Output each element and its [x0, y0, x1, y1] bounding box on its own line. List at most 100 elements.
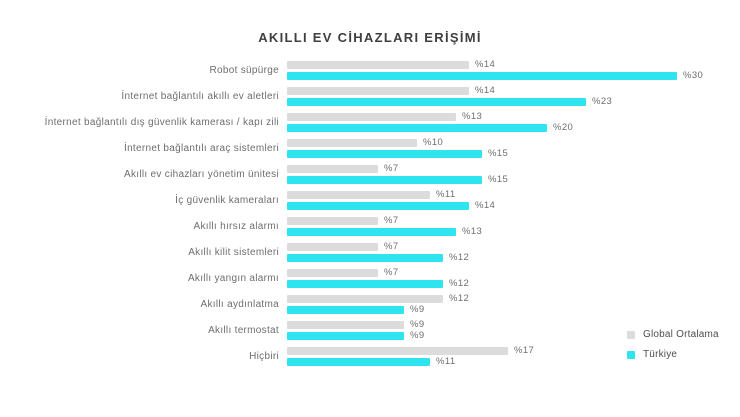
- bar-turkiye: [287, 149, 482, 158]
- category-row: İnternet bağlantılı dış güvenlik kameras…: [0, 109, 740, 135]
- bar-global-ortalama: [287, 346, 508, 355]
- value-label: %12: [449, 293, 470, 304]
- category-label: İnternet bağlantılı araç sistemleri: [123, 142, 279, 154]
- bar-global-ortalama: [287, 86, 469, 95]
- bar-line: %17: [287, 345, 535, 356]
- value-label: %9: [410, 330, 425, 341]
- category-bars: %13 %20: [287, 111, 573, 133]
- value-label: %12: [449, 278, 470, 289]
- value-label: %7: [384, 241, 399, 252]
- bar-line: %12: [287, 293, 470, 304]
- bar-turkiye: [287, 201, 469, 210]
- value-label: %7: [384, 215, 399, 226]
- value-label: %7: [384, 267, 399, 278]
- category-bars: %7 %13: [287, 215, 482, 237]
- bar-turkiye: [287, 253, 443, 262]
- category-label: Hiçbiri: [249, 350, 279, 362]
- bar-line: %11: [287, 189, 495, 200]
- legend-label-global: Global Ortalama: [643, 329, 719, 340]
- value-label: %11: [436, 356, 456, 367]
- bar-line: %30: [287, 70, 704, 81]
- category-bars: %7 %15: [287, 163, 509, 185]
- legend: Global Ortalama Türkiye: [627, 329, 719, 360]
- bar-line: %12: [287, 278, 470, 289]
- bar-line: %12: [287, 252, 470, 263]
- category-label: Akıllı aydınlatma: [200, 298, 279, 310]
- bar-turkiye: [287, 175, 482, 184]
- value-label: %30: [683, 70, 704, 81]
- bar-line: %20: [287, 122, 573, 133]
- bar-line: %14: [287, 85, 612, 96]
- bar-global-ortalama: [287, 216, 378, 225]
- bar-line: %7: [287, 215, 482, 226]
- category-label: Akıllı termostat: [208, 324, 279, 336]
- legend-swatch-turkiye-icon: [627, 350, 635, 359]
- bar-global-ortalama: [287, 242, 378, 251]
- category-row: Akıllı kilit sistemleri %7 %12: [0, 239, 740, 265]
- bar-line: %7: [287, 163, 508, 174]
- category-row: Akıllı termostat %9 %9: [0, 317, 740, 343]
- category-row: Hiçbiri %17 %11: [0, 343, 740, 369]
- category-bars: %7 %12: [287, 267, 470, 289]
- category-row: Robot süpürge %14 %30: [0, 57, 740, 83]
- category-row: Akıllı ev cihazları yönetim ünitesi %7 %15: [0, 161, 740, 187]
- category-bars: %7 %12: [287, 241, 470, 263]
- bar-global-ortalama: [287, 112, 456, 121]
- value-label: %23: [592, 96, 613, 107]
- bar-line: %15: [287, 174, 509, 185]
- bar-global-ortalama: [287, 190, 430, 199]
- bar-turkiye: [287, 331, 404, 340]
- category-row: Akıllı yangın alarmı %7 %12: [0, 265, 740, 291]
- bar-turkiye: [287, 357, 430, 366]
- value-label: %14: [475, 200, 496, 211]
- bar-global-ortalama: [287, 138, 417, 147]
- value-label: %7: [384, 163, 399, 174]
- bar-line: %13: [287, 111, 573, 122]
- category-bars: %11 %14: [287, 189, 496, 211]
- category-label: Akıllı ev cihazları yönetim ünitesi: [123, 168, 279, 180]
- legend-item-turkiye: Türkiye: [627, 349, 719, 360]
- bar-turkiye: [287, 279, 443, 288]
- bar-turkiye: [287, 123, 547, 132]
- value-label: %12: [449, 252, 470, 263]
- bar-global-ortalama: [287, 268, 378, 277]
- bar-line: %23: [287, 96, 613, 107]
- bar-line: %13: [287, 226, 482, 237]
- chart-rows: Robot süpürge %14 %30 İnternet bağlantılı a…: [0, 57, 740, 369]
- value-label: %11: [436, 189, 456, 200]
- value-label: %10: [423, 137, 444, 148]
- category-label: Akıllı hırsız alarmı: [193, 220, 279, 232]
- bar-line: %15: [287, 148, 508, 159]
- value-label: %14: [475, 59, 496, 70]
- bar-line: %14: [287, 200, 496, 211]
- bar-line: %14: [287, 59, 703, 70]
- bar-turkiye: [287, 97, 586, 106]
- value-label: %13: [462, 111, 483, 122]
- category-label: İnternet bağlantılı dış güvenlik kameras…: [44, 116, 279, 128]
- value-label: %14: [475, 85, 496, 96]
- category-label: Akıllı yangın alarmı: [187, 272, 279, 284]
- bar-line: %9: [287, 319, 425, 330]
- value-label: %15: [488, 174, 509, 185]
- category-label: İnternet bağlantılı akıllı ev aletleri: [121, 90, 279, 102]
- value-label: %17: [514, 345, 535, 356]
- bar-global-ortalama: [287, 60, 469, 69]
- legend-label-turkiye: Türkiye: [643, 349, 678, 360]
- category-row: İnternet bağlantılı araç sistemleri %10 %1…: [0, 135, 740, 161]
- bar-line: %9: [287, 304, 469, 315]
- bar-global-ortalama: [287, 320, 404, 329]
- bar-turkiye: [287, 305, 404, 314]
- bar-chart: Robot süpürge %14 %30 İnternet bağlantılı a…: [0, 57, 740, 369]
- category-bars: %10 %15: [287, 137, 508, 159]
- bar-line: %11: [287, 356, 534, 367]
- category-bars: %17 %11: [287, 345, 535, 367]
- bar-line: %7: [287, 241, 469, 252]
- category-bars: %9 %9: [287, 319, 425, 341]
- legend-item-global-ortalama: Global Ortalama: [627, 329, 719, 340]
- category-row: İnternet bağlantılı akıllı ev aletleri %1…: [0, 83, 740, 109]
- legend-swatch-global-icon: [627, 330, 635, 339]
- bar-turkiye: [287, 71, 677, 80]
- bar-line: %10: [287, 137, 508, 148]
- category-label: İç güvenlik kameraları: [175, 194, 279, 206]
- bar-global-ortalama: [287, 164, 378, 173]
